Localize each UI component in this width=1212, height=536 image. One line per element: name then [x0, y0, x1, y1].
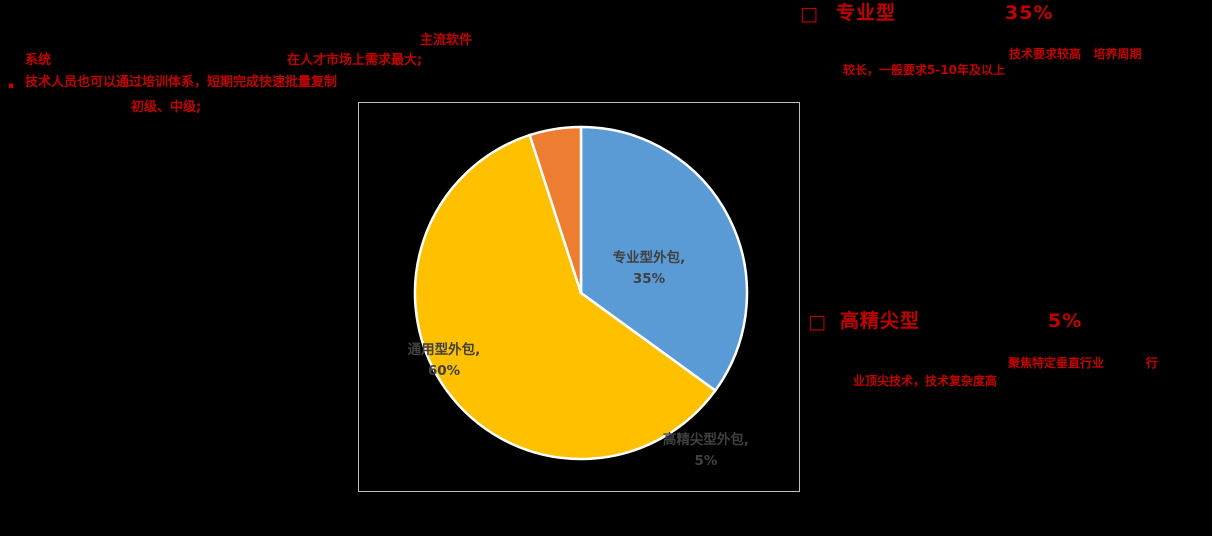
pie-slice-1[interactable]: [579, 125, 749, 393]
annotation-levels: 初级、中级;: [131, 100, 202, 115]
checkbox-square-icon-highend[interactable]: □: [808, 311, 826, 333]
pie-slice-3[interactable]: [528, 125, 583, 294]
pie-label-general: 通用型外包, 60%: [359, 340, 529, 382]
detail-highend-line1: 聚焦特定垂直行业 行: [1008, 356, 1158, 370]
heading-highend-type: 高精尖型: [840, 310, 921, 332]
bullet-dot-icon: ▪: [8, 81, 15, 91]
pie-label-highend-name: 高精尖型外包,: [662, 432, 750, 448]
pie-chart-svg[interactable]: [359, 103, 801, 493]
percent-highend-type: 5%: [1048, 310, 1083, 332]
pie-label-professional-value: 35%: [632, 270, 666, 287]
annotation-system: 系统: [25, 53, 52, 68]
pie-label-professional: 专业型外包, 35%: [564, 248, 734, 290]
chart-container: 专业型外包, 35% 通用型外包, 60% 高精尖型外包, 5%: [358, 102, 800, 492]
annotation-market-demand: 在人才市场上需求最大;: [287, 53, 423, 68]
pie-label-general-value: 60%: [427, 362, 461, 379]
detail-professional-line2: 较长，一般要求5-10年及以上: [843, 63, 1006, 77]
detail-professional-line1: 技术要求较高 培养周期: [1009, 47, 1142, 61]
pie-label-general-name: 通用型外包,: [407, 342, 481, 358]
annotation-training-replication: 技术人员也可以通过培训体系，短期完成快速批量复制: [25, 75, 338, 90]
checkbox-square-icon-professional[interactable]: □: [800, 3, 818, 25]
pie-label-highend-value: 5%: [694, 452, 718, 469]
heading-professional-type: 专业型: [836, 2, 897, 24]
pie-chart[interactable]: [359, 103, 801, 493]
pie-label-professional-name: 专业型外包,: [612, 250, 686, 266]
pie-slice-2[interactable]: [413, 133, 718, 461]
annotation-main-software: 主流软件: [420, 33, 473, 48]
detail-highend-line2: 业顶尖技术，技术复杂度高: [853, 374, 998, 388]
pie-label-highend: 高精尖型外包, 5%: [621, 430, 791, 472]
percent-professional-type: 35%: [1005, 2, 1054, 24]
pie-slice-group: [413, 125, 749, 461]
